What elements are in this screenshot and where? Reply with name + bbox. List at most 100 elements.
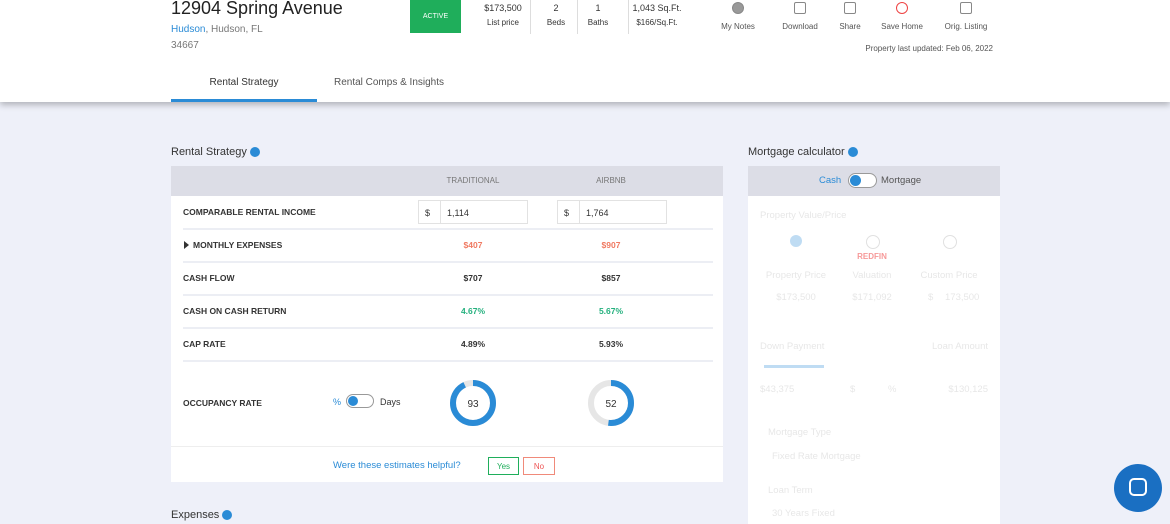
zip: 34667 bbox=[171, 40, 199, 51]
last-updated: Property last updated: Feb 06, 2022 bbox=[865, 44, 993, 53]
stat-divider bbox=[577, 0, 578, 34]
row-label: CAP RATE bbox=[183, 339, 226, 349]
section-title: Rental Strategy bbox=[171, 146, 260, 158]
stat-value: 1,043 Sq.Ft. bbox=[632, 3, 682, 13]
info-icon bbox=[249, 147, 260, 158]
stat-value: 1 bbox=[595, 3, 601, 13]
action-label[interactable]: Share bbox=[839, 22, 861, 31]
form-label: Loan Term bbox=[768, 485, 813, 496]
stat-label: List price bbox=[486, 18, 520, 27]
action-label[interactable]: My Notes bbox=[721, 22, 755, 31]
expenses-title: Expenses bbox=[171, 509, 233, 521]
unit-days: Days bbox=[380, 397, 401, 407]
form-label: Loan Amount bbox=[932, 341, 988, 352]
stat-label: Baths bbox=[587, 18, 609, 27]
stat-value: 2 bbox=[553, 3, 559, 13]
rental-title: Rental Strategy bbox=[171, 146, 247, 158]
expand-arrow[interactable] bbox=[184, 241, 189, 249]
option-value: 173,500 bbox=[945, 292, 980, 303]
row-value: 5.93% bbox=[598, 339, 624, 349]
row-divider bbox=[183, 327, 713, 329]
action-icon[interactable] bbox=[732, 2, 744, 14]
row-label: COMPARABLE RENTAL INCOME bbox=[183, 207, 316, 217]
select[interactable]: 30 Years Fixed bbox=[772, 508, 835, 519]
divider bbox=[171, 446, 723, 447]
option-value: $173,500 bbox=[776, 292, 816, 303]
row-value: $907 bbox=[601, 240, 621, 250]
action-label[interactable]: Save Home bbox=[881, 22, 923, 31]
rental-card bbox=[171, 166, 723, 482]
stat-label: $166/Sq.Ft. bbox=[636, 18, 678, 27]
cash-toggle[interactable] bbox=[848, 173, 877, 188]
percent: % bbox=[888, 384, 897, 395]
income-input[interactable]: 1,114 bbox=[440, 200, 528, 224]
slider[interactable] bbox=[764, 365, 824, 368]
income-input[interactable]: 1,764 bbox=[579, 200, 667, 224]
form-label: Mortgage Type bbox=[768, 427, 832, 438]
row-value: $707 bbox=[463, 273, 483, 283]
donut-label: 52 bbox=[605, 399, 617, 410]
unit-percent: % bbox=[333, 397, 342, 407]
option-label: Custom Price bbox=[920, 270, 978, 281]
row-label: MONTHLY EXPENSES bbox=[193, 240, 283, 250]
no-button[interactable]: No bbox=[523, 457, 555, 475]
address-rest: , Hudson, FL bbox=[205, 24, 263, 35]
cash-label: Cash bbox=[819, 175, 842, 186]
column-header: AIRBNB bbox=[596, 176, 626, 185]
table-header bbox=[171, 166, 723, 196]
row-label: OCCUPANCY RATE bbox=[183, 398, 262, 408]
column-header: TRADITIONAL bbox=[446, 176, 500, 185]
header: 12904 Spring Avenue Hudson, Hudson, FL 3… bbox=[0, 0, 1170, 102]
tab[interactable]: Rental Strategy bbox=[209, 77, 279, 88]
address-title: 12904 Spring Avenue bbox=[171, 0, 343, 18]
row-value: $857 bbox=[601, 273, 621, 283]
row-value: 4.89% bbox=[460, 339, 486, 349]
mortgage-label: Mortgage bbox=[881, 175, 922, 186]
address-line: Hudson, Hudson, FL bbox=[171, 24, 263, 35]
dollar: $ bbox=[850, 384, 856, 395]
info-icon bbox=[222, 510, 233, 521]
unit-toggle[interactable] bbox=[346, 394, 374, 408]
donut-arc bbox=[588, 380, 634, 426]
loan-value: $130,125 bbox=[948, 384, 988, 395]
row-value: 5.67% bbox=[598, 306, 624, 316]
action-icon[interactable] bbox=[794, 2, 806, 14]
yes-button[interactable]: Yes bbox=[488, 457, 519, 475]
mortgage-title-text: Mortgage calculator bbox=[748, 146, 845, 158]
action-icon[interactable] bbox=[960, 2, 972, 14]
option-value: $171,092 bbox=[852, 292, 892, 303]
mortgage-title: Mortgage calculator bbox=[748, 146, 858, 158]
action-icon[interactable] bbox=[896, 2, 908, 14]
chat-button[interactable] bbox=[1114, 464, 1162, 512]
row-divider bbox=[183, 228, 713, 230]
city-link[interactable]: Hudson bbox=[171, 24, 206, 35]
stat-divider bbox=[529, 0, 531, 34]
action-label[interactable]: Orig. Listing bbox=[944, 22, 988, 31]
action-label[interactable]: Download bbox=[782, 22, 818, 31]
row-divider bbox=[183, 294, 713, 296]
info-icon bbox=[847, 147, 858, 158]
donut-label: 93 bbox=[467, 399, 479, 410]
action-icon[interactable] bbox=[844, 2, 856, 14]
mortgage-card bbox=[748, 166, 1000, 524]
row-value: 4.67% bbox=[460, 306, 486, 316]
row-label: CASH FLOW bbox=[183, 273, 235, 283]
option-label: Property Price bbox=[765, 270, 827, 281]
form-label: Down Payment bbox=[760, 341, 825, 352]
stat-value: $173,500 bbox=[484, 3, 522, 13]
radio[interactable] bbox=[866, 235, 880, 249]
option-label: Valuation bbox=[852, 270, 892, 281]
tab[interactable]: Rental Comps & Insights bbox=[333, 77, 445, 88]
form-label: Property Value/Price bbox=[760, 210, 847, 221]
option-currency: $ bbox=[928, 292, 934, 303]
radio[interactable] bbox=[943, 235, 957, 249]
row-divider bbox=[183, 261, 713, 263]
select[interactable]: Fixed Rate Mortgage bbox=[772, 451, 861, 462]
radio[interactable] bbox=[790, 235, 802, 247]
row-value: $407 bbox=[463, 240, 483, 250]
feedback-question: Were these estimates helpful? bbox=[333, 460, 461, 471]
brand: REDFIN bbox=[857, 252, 887, 261]
expenses-title-text: Expenses bbox=[171, 509, 220, 521]
down-value: $43,375 bbox=[760, 384, 795, 395]
